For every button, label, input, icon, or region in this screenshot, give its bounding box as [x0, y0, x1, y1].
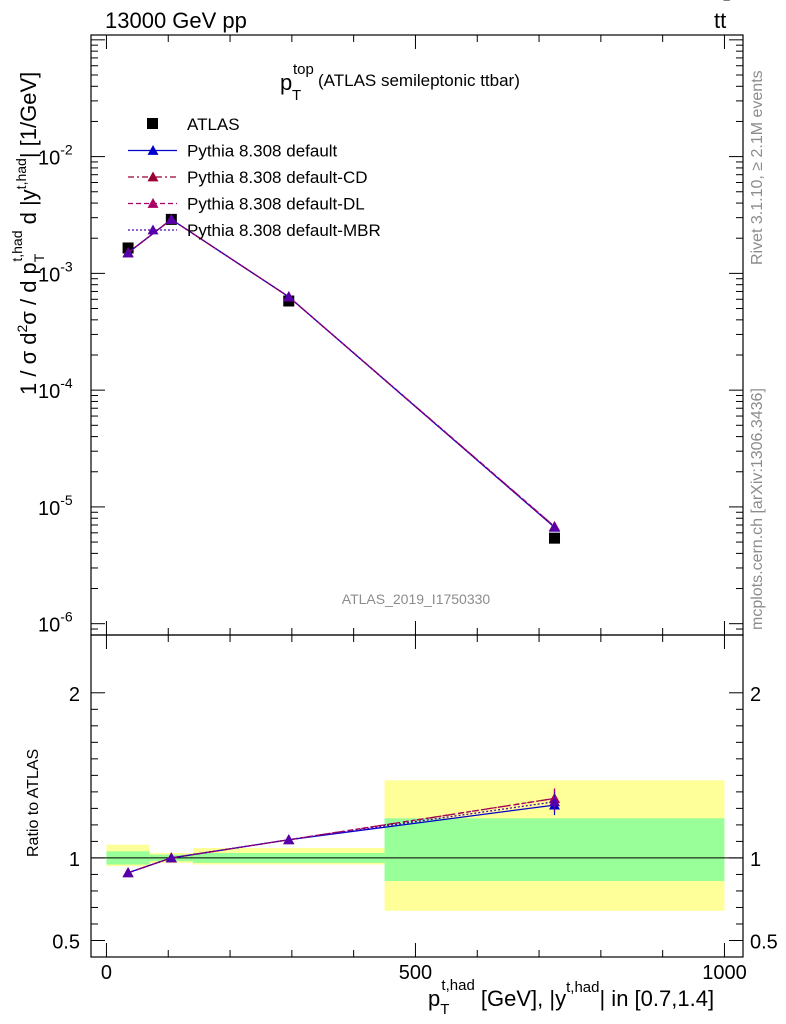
- series-marker-3: [549, 521, 561, 532]
- header-right-main: tt: [714, 8, 726, 33]
- x-tick-label: 1000: [702, 962, 747, 984]
- uncertainty-bands: [106, 780, 725, 911]
- legend-marker-2: [147, 198, 159, 208]
- title-sup: top: [293, 61, 314, 78]
- lower-y-ticks: 0.5 0.5 1 1 2 2: [52, 684, 778, 954]
- y-axis-label-lower: Ratio to ATLAS: [25, 749, 42, 857]
- series-line-0: [127, 218, 555, 528]
- series-line-2: [127, 218, 555, 527]
- title-rest: (ATLAS semileptonic ttbar): [318, 71, 520, 90]
- legend-marker-3: [147, 224, 159, 235]
- legend-atlas-marker: [147, 118, 158, 129]
- legend-marker-0: [147, 145, 159, 155]
- plot-title: p top T (ATLAS semileptonic ttbar): [280, 61, 520, 104]
- ratio-marker-3: [122, 867, 134, 878]
- upper-y-tick-label: 10-4: [38, 375, 73, 403]
- x-axis-label: pTt,had [GeV], |yt,had| in [0.7,1.4]: [428, 977, 714, 1018]
- upper-series: [122, 213, 561, 544]
- header-right: tt ‾: [714, 0, 730, 33]
- lower-y-tick-label-left: 1: [69, 849, 80, 871]
- analysis-watermark: ATLAS_2019_I1750330: [342, 591, 491, 607]
- title-p: p: [280, 70, 292, 95]
- header-left: 13000 GeV pp: [105, 8, 247, 33]
- series-line-3: [127, 218, 555, 528]
- band-inner: [384, 818, 725, 882]
- header-right-bar: ‾: [723, 0, 730, 16]
- ratio-marker-3: [549, 796, 561, 807]
- ratio-marker-3: [283, 834, 295, 845]
- lower-y-tick-label-left: 0.5: [52, 931, 80, 953]
- upper-y-tick-label: 10-2: [38, 142, 73, 170]
- lower-frame: [90, 634, 744, 958]
- y-axis-label-upper: 1 / σ d2σ / d pTt,had d |yt,had| [1/GeV]: [9, 72, 47, 395]
- svg-text:p: p: [280, 70, 292, 95]
- legend-label-3: Pythia 8.308 default-MBR: [187, 221, 381, 240]
- x-tick-label: 0: [101, 962, 112, 984]
- legend-label-1: Pythia 8.308 default-CD: [187, 168, 368, 187]
- upper-y-tick-label: 10-5: [38, 492, 73, 520]
- upper-y-tick-label: 10-6: [38, 609, 73, 637]
- lower-y-tick-label-right: 1: [750, 849, 761, 871]
- legend: ATLAS Pythia 8.308 default Pythia 8.308 de…: [128, 115, 381, 240]
- ratio-line-3: [127, 801, 555, 874]
- atlas-data-point: [549, 532, 561, 544]
- upper-y-tick-label: 10-3: [38, 258, 73, 286]
- legend-marker-1: [147, 171, 159, 182]
- series-marker-3: [283, 291, 295, 302]
- lower-y-tick-label-right: 0.5: [750, 931, 778, 953]
- ratio-marker-3: [165, 852, 177, 863]
- x-ticks: 0 500 1000: [101, 35, 747, 984]
- title-sub: T: [292, 87, 301, 104]
- lower-y-tick-label-right: 2: [750, 684, 761, 706]
- series-marker-3: [122, 247, 134, 258]
- legend-label-2: Pythia 8.308 default-DL: [187, 195, 365, 214]
- lower-y-tick-label-left: 2: [69, 684, 80, 706]
- legend-atlas-label: ATLAS: [187, 115, 240, 134]
- upper-y-ticks: 10-6 10-5 10-4 10-3 10-2: [38, 39, 743, 637]
- rivet-text: Rivet 3.1.10, ≥ 2.1M events: [749, 70, 766, 265]
- x-tick-label: 500: [399, 962, 432, 984]
- mcplots-text: mcplots.cern.ch [arXiv:1306.3436]: [749, 388, 766, 630]
- legend-label-0: Pythia 8.308 default: [187, 142, 338, 161]
- series-marker-3: [165, 213, 177, 224]
- series-line-1: [127, 218, 555, 527]
- lower-series: [122, 788, 561, 878]
